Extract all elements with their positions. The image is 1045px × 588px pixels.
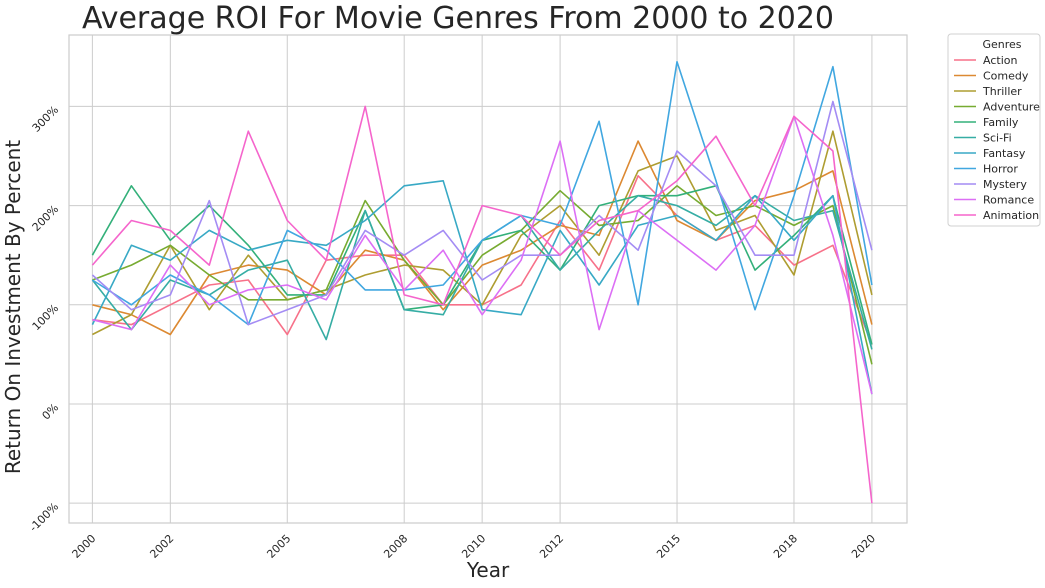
plot-frame	[68, 34, 908, 524]
series-line-thriller	[92, 130, 873, 336]
x-tick-label: 2008	[381, 532, 410, 561]
legend-label-sci-fi: Sci-Fi	[983, 132, 1012, 145]
grid	[69, 35, 907, 523]
x-tick-label: 2020	[849, 532, 878, 561]
series-lines	[91, 60, 873, 504]
legend-label-horror: Horror	[983, 163, 1018, 176]
legend-label-animation: Animation	[983, 209, 1039, 222]
series-line-animation	[91, 105, 873, 504]
series-line-romance	[92, 115, 873, 395]
series-line-horror	[91, 60, 873, 326]
legend-label-romance: Romance	[983, 194, 1034, 207]
y-tick-label: 100%	[30, 302, 61, 333]
legend-items: Action Comedy Thriller Adventure Family Sci-F…	[954, 54, 1040, 222]
x-tick-label: 2002	[147, 532, 176, 561]
series-line-adventure	[92, 185, 873, 365]
legend-label-family: Family	[983, 116, 1019, 129]
y-axis-ticks: -100% 0% 100% 200% 300%	[27, 103, 61, 534]
legend-label-mystery: Mystery	[983, 178, 1027, 191]
legend-box	[947, 33, 1041, 227]
legend-title: Genres	[982, 38, 1021, 51]
x-axis-label: Year	[466, 558, 510, 582]
x-tick-label: 2018	[771, 532, 800, 561]
series-line-mystery	[91, 100, 873, 326]
y-tick-label: 200%	[30, 203, 61, 234]
x-tick-label: 2005	[264, 532, 293, 561]
series-line-fantasy	[91, 180, 873, 395]
y-tick-label: -100%	[27, 500, 61, 534]
legend-label-thriller: Thriller	[982, 85, 1022, 98]
legend: Genres Action Comedy Thriller Adventure Fami…	[947, 33, 1041, 227]
y-axis-label: Return On Investment By Percent	[1, 140, 25, 474]
y-tick-label: 0%	[40, 401, 62, 423]
x-axis-ticks: 2000 2002 2005 2008 2010 2012 2015 2018 2020	[70, 532, 879, 561]
legend-label-adventure: Adventure	[983, 101, 1040, 114]
legend-label-comedy: Comedy	[983, 70, 1029, 83]
legend-label-action: Action	[983, 54, 1017, 67]
x-tick-label: 2012	[537, 532, 566, 561]
x-tick-label: 2015	[654, 532, 683, 561]
x-tick-label: 2010	[459, 532, 488, 561]
chart-title: Average ROI For Movie Genres From 2000 t…	[82, 1, 834, 36]
legend-label-fantasy: Fantasy	[983, 147, 1026, 160]
y-tick-label: 300%	[30, 103, 61, 134]
x-tick-label: 2000	[70, 532, 99, 561]
series-line-comedy	[92, 140, 873, 336]
